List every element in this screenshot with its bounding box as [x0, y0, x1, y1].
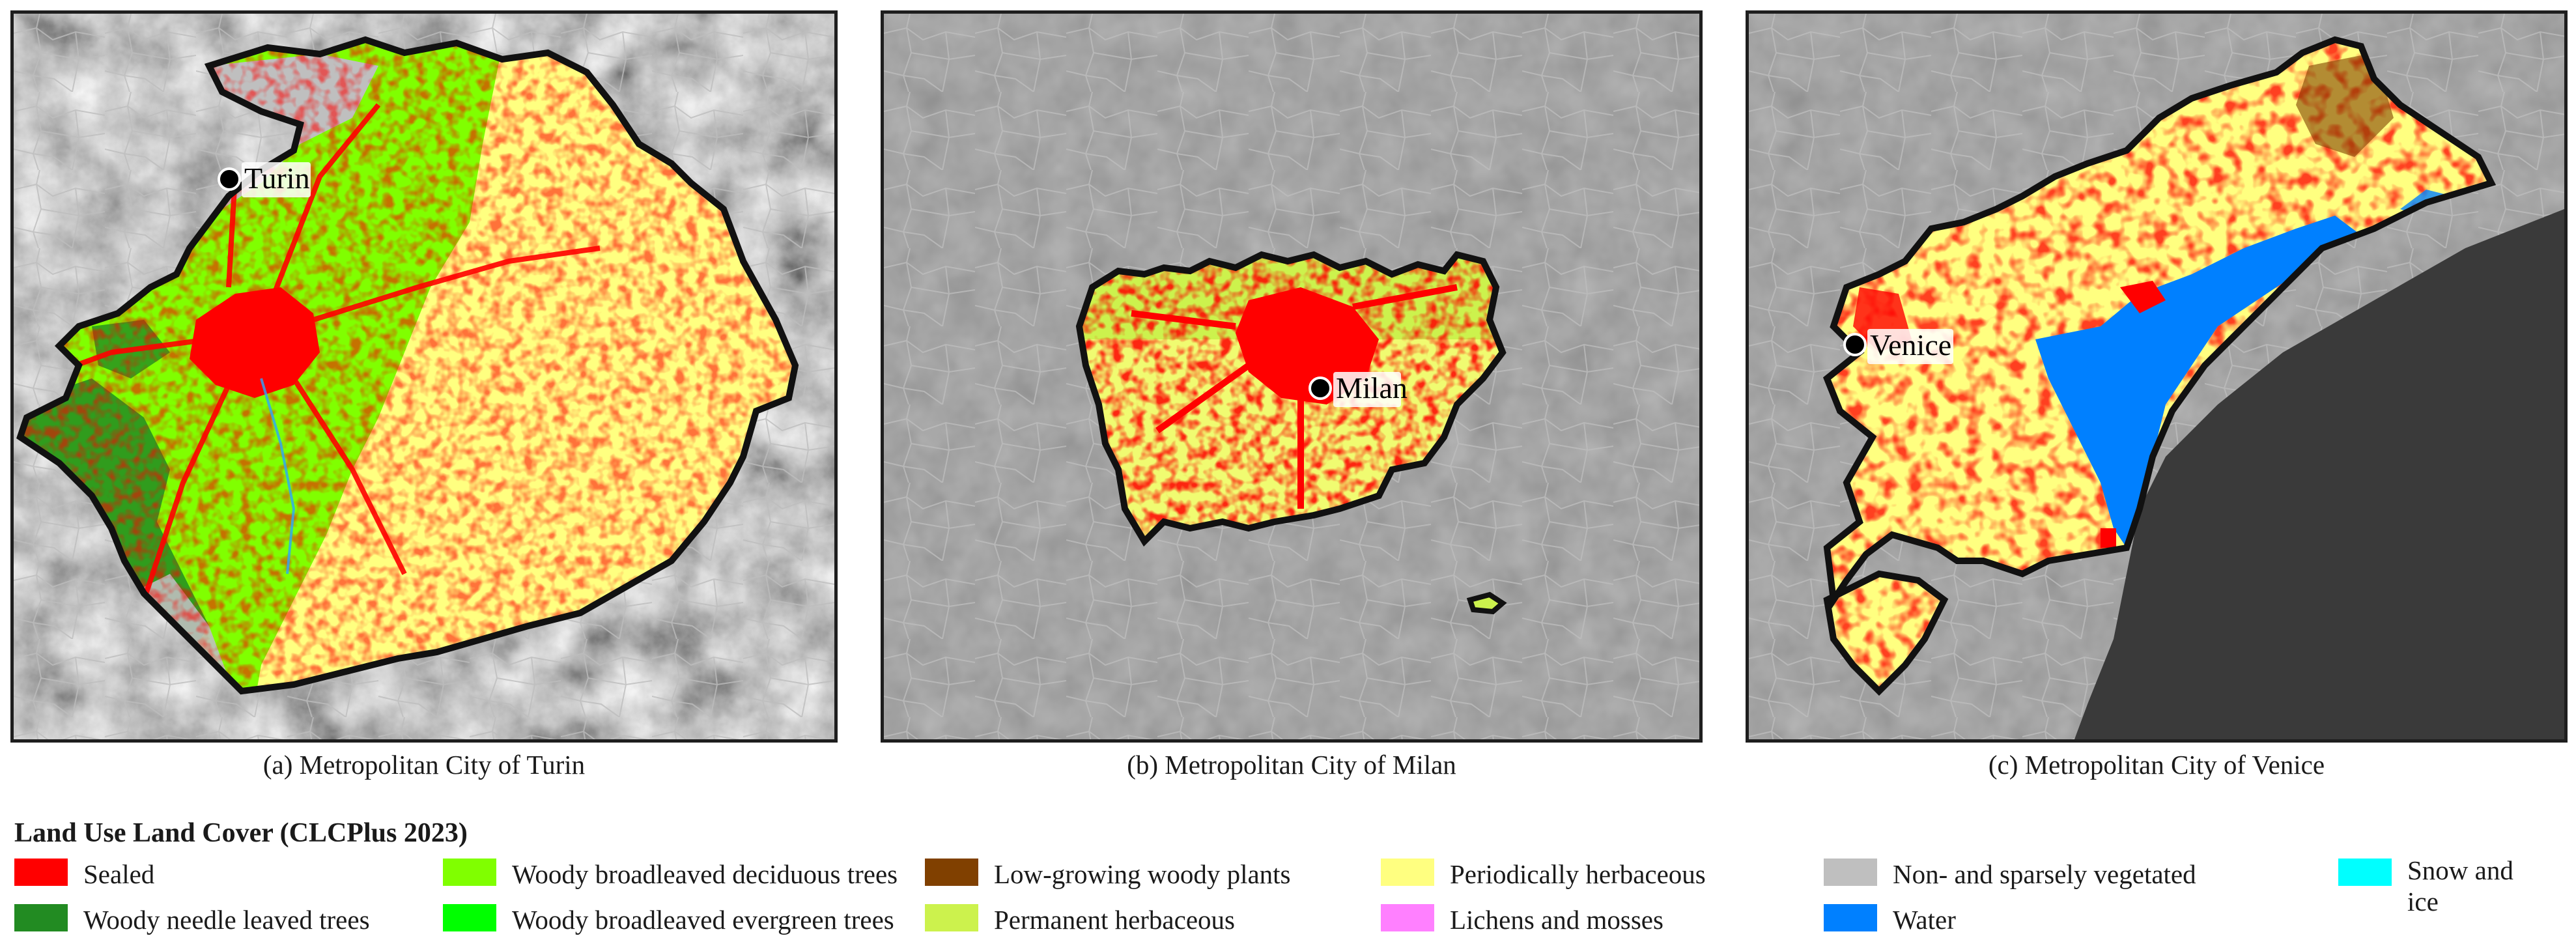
legend-item: Lichens and mosses [1381, 904, 1663, 935]
legend-item: Non- and sparsely vegetated [1824, 859, 2196, 890]
legend-label: Woody broadleaved deciduous trees [512, 859, 898, 889]
legend-item: Woody broadleaved deciduous trees [443, 859, 898, 890]
milan-boundary [1075, 251, 1507, 547]
turin-map: Turin [14, 14, 834, 739]
venice-lagoon-water [2035, 216, 2361, 548]
legend-label: Woody broadleaved evergreen trees [512, 905, 894, 935]
legend-swatch [925, 904, 978, 931]
milan-exclave [1466, 591, 1507, 615]
legend-swatch [14, 904, 68, 931]
legend-title: Land Use Land Cover (CLCPlus 2023) [14, 818, 468, 848]
legend-label: Non- and sparsely vegetated [1893, 859, 2196, 889]
low-growing-woody-area [2296, 53, 2394, 157]
map-panel-milan: Milan [881, 10, 1703, 743]
legend-swatch [1824, 859, 1877, 886]
legend-item: Snow and ice [2338, 855, 2538, 917]
venice-map: Venice [1749, 14, 2564, 739]
milan-city-marker [1309, 376, 1332, 400]
legend-label: Low-growing woody plants [994, 859, 1291, 889]
legend-item: Woody needle leaved trees [14, 904, 370, 935]
legend-label: Permanent herbaceous [994, 905, 1235, 935]
turin-urban-core [190, 287, 320, 398]
milan-map: Milan [884, 14, 1699, 739]
milan-city-label: Milan [1336, 371, 1408, 405]
legend-swatch [443, 904, 496, 931]
legend-label: Water [1893, 905, 1956, 935]
legend-item: Sealed [14, 859, 154, 890]
turin-city-marker [218, 167, 241, 191]
legend-item: Low-growing woody plants [925, 859, 1291, 890]
caption-turin: (a) Metropolitan City of Turin [262, 750, 586, 780]
caption-milan: (b) Metropolitan City of Milan [1127, 750, 1456, 780]
caption-venice: (c) Metropolitan City of Venice [1988, 750, 2325, 780]
legend-swatch [443, 859, 496, 886]
legend-swatch [925, 859, 978, 886]
adriatic-sea [2074, 209, 2564, 739]
legend-item: Woody broadleaved evergreen trees [443, 904, 894, 935]
legend-item: Periodically herbaceous [1381, 859, 1706, 890]
legend-label: Snow and ice [2407, 855, 2513, 916]
legend-item: Permanent herbaceous [925, 904, 1235, 935]
po-river [260, 378, 296, 575]
map-panel-turin: Turin [10, 10, 838, 743]
legend-label: Lichens and mosses [1450, 905, 1663, 935]
turin-boundary [16, 36, 799, 695]
legend-label: Woody needle leaved trees [83, 905, 370, 935]
legend-swatch [14, 859, 68, 886]
legend-label: Sealed [83, 859, 155, 889]
venice-city-marker [1843, 333, 1867, 356]
venice-boundary [1822, 36, 2497, 696]
legend-swatch [1381, 859, 1434, 886]
venice-city-label: Venice [1870, 328, 1951, 362]
legend-item: Water [1824, 904, 1956, 935]
legend-swatch [1824, 904, 1877, 931]
legend-swatch [1381, 904, 1434, 931]
legend-swatch [2338, 859, 2392, 886]
map-panel-venice: Venice [1746, 10, 2568, 743]
turin-city-label: Turin [244, 162, 310, 195]
legend-label: Periodically herbaceous [1450, 859, 1706, 889]
